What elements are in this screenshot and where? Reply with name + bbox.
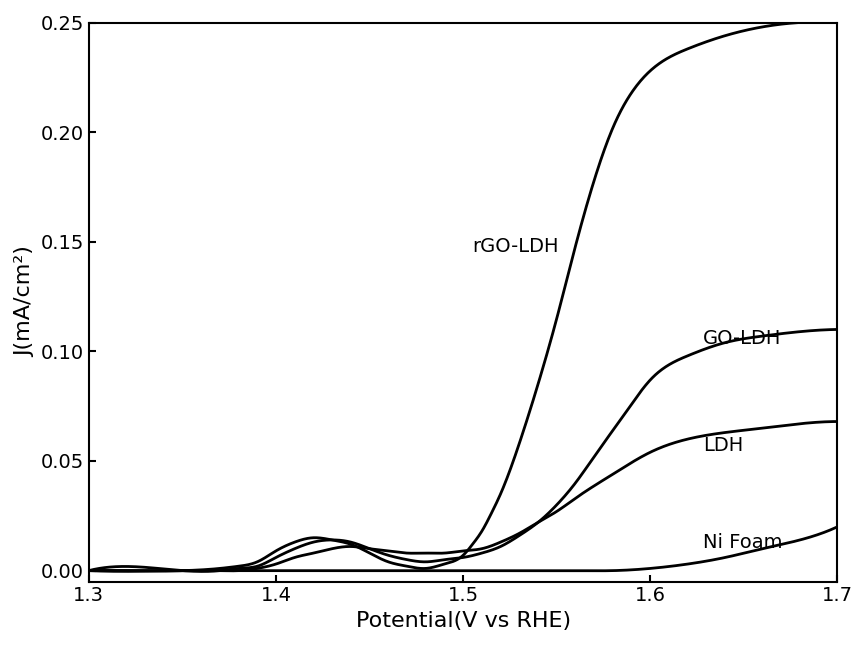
Text: Ni Foam: Ni Foam [703,532,782,552]
Text: GO-LDH: GO-LDH [703,329,781,348]
Y-axis label: J(mA/cm²): J(mA/cm²) [15,247,35,357]
Text: rGO-LDH: rGO-LDH [472,236,559,256]
X-axis label: Potential(V vs RHE): Potential(V vs RHE) [356,611,570,631]
Text: LDH: LDH [703,436,743,455]
